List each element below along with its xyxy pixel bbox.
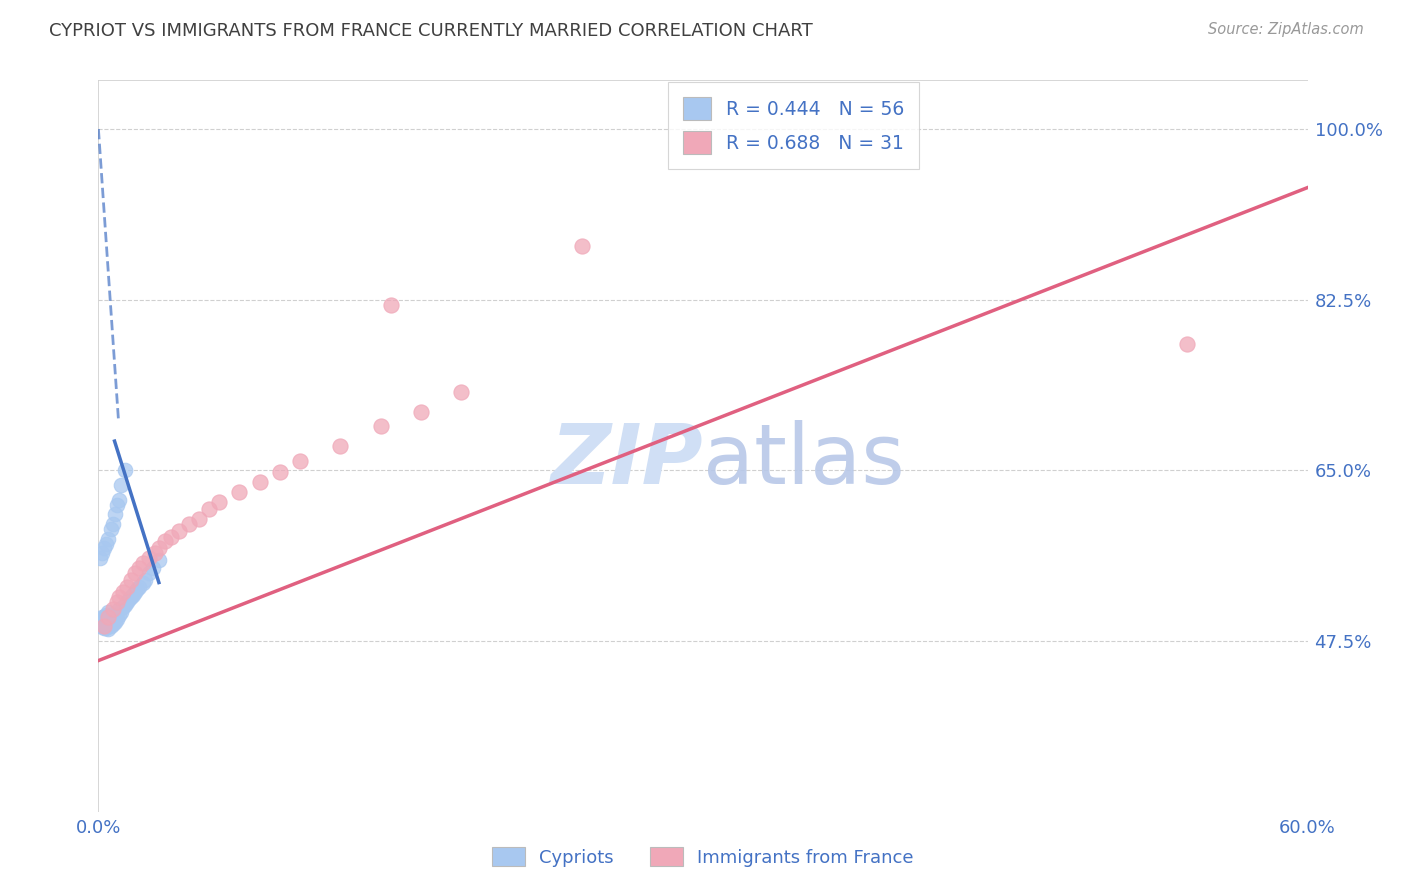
Point	[120, 590, 142, 604]
Point	[96, 617, 118, 632]
Point	[121, 588, 143, 602]
Point	[208, 494, 231, 508]
Point	[96, 614, 118, 628]
Text: Source: ZipAtlas.com: Source: ZipAtlas.com	[1208, 22, 1364, 37]
Point	[93, 617, 115, 632]
Point	[93, 541, 115, 556]
Point	[114, 463, 136, 477]
Text: ZIP: ZIP	[550, 420, 703, 501]
Point	[125, 582, 148, 597]
Point	[96, 621, 118, 635]
Legend: R = 0.444   N = 56, R = 0.688   N = 31: R = 0.444 N = 56, R = 0.688 N = 31	[668, 82, 920, 169]
Text: CYPRIOT VS IMMIGRANTS FROM FRANCE CURRENTLY MARRIED CORRELATION CHART: CYPRIOT VS IMMIGRANTS FROM FRANCE CURREN…	[49, 22, 813, 40]
Point	[115, 581, 138, 595]
Point	[107, 607, 129, 622]
Point	[128, 561, 150, 575]
Point	[101, 516, 124, 531]
Point	[132, 575, 155, 590]
Point	[105, 595, 128, 609]
Point	[329, 439, 352, 453]
Point	[115, 595, 138, 609]
Point	[93, 619, 115, 633]
Point	[409, 405, 432, 419]
Point	[96, 607, 118, 622]
Point	[370, 419, 392, 434]
Point	[571, 239, 593, 253]
Point	[120, 573, 142, 587]
Point	[198, 502, 221, 516]
Point	[107, 492, 129, 507]
Point	[91, 615, 114, 629]
Point	[103, 609, 125, 624]
Point	[134, 573, 156, 587]
Point	[100, 522, 122, 536]
Point	[153, 533, 176, 548]
Point	[107, 590, 129, 604]
Point	[288, 453, 311, 467]
Point	[167, 524, 190, 538]
Point	[142, 561, 165, 575]
Point	[160, 530, 183, 544]
Point	[101, 617, 124, 632]
Point	[91, 609, 114, 624]
Legend: Cypriots, Immigrants from France: Cypriots, Immigrants from France	[485, 840, 921, 874]
Point	[118, 592, 141, 607]
Point	[101, 613, 124, 627]
Point	[93, 609, 115, 624]
Point	[143, 546, 166, 560]
Point	[188, 512, 211, 526]
Point	[91, 619, 114, 633]
Point	[138, 551, 160, 566]
Point	[128, 581, 150, 595]
Point	[148, 553, 170, 567]
Point	[100, 619, 122, 633]
Point	[97, 623, 120, 637]
Point	[103, 615, 125, 629]
Text: atlas: atlas	[703, 420, 904, 501]
Point	[89, 615, 111, 629]
Point	[114, 598, 136, 612]
Point	[101, 602, 124, 616]
Point	[105, 612, 128, 626]
Point	[124, 585, 146, 599]
Point	[138, 566, 160, 580]
Point	[97, 532, 120, 546]
Point	[101, 607, 124, 621]
Point	[97, 618, 120, 632]
Point	[91, 546, 114, 560]
Point	[124, 566, 146, 580]
Point	[105, 498, 128, 512]
Point	[111, 585, 134, 599]
Point	[110, 478, 132, 492]
Point	[93, 614, 115, 628]
Point	[228, 484, 250, 499]
Point	[96, 536, 118, 550]
Point	[380, 297, 402, 311]
Point	[89, 551, 111, 566]
Point	[100, 609, 122, 624]
Point	[179, 516, 201, 531]
Point	[450, 385, 472, 400]
Point	[97, 609, 120, 624]
Point	[97, 615, 120, 629]
Point	[107, 602, 129, 616]
Point	[110, 605, 132, 619]
Point	[111, 599, 134, 614]
Point	[148, 541, 170, 556]
Point	[97, 609, 120, 624]
Point	[132, 556, 155, 570]
Point	[89, 619, 111, 633]
Point	[93, 621, 115, 635]
Point	[1175, 336, 1198, 351]
Point	[249, 475, 271, 489]
Point	[97, 605, 120, 619]
Point	[100, 615, 122, 629]
Point	[103, 508, 125, 522]
Point	[269, 466, 291, 480]
